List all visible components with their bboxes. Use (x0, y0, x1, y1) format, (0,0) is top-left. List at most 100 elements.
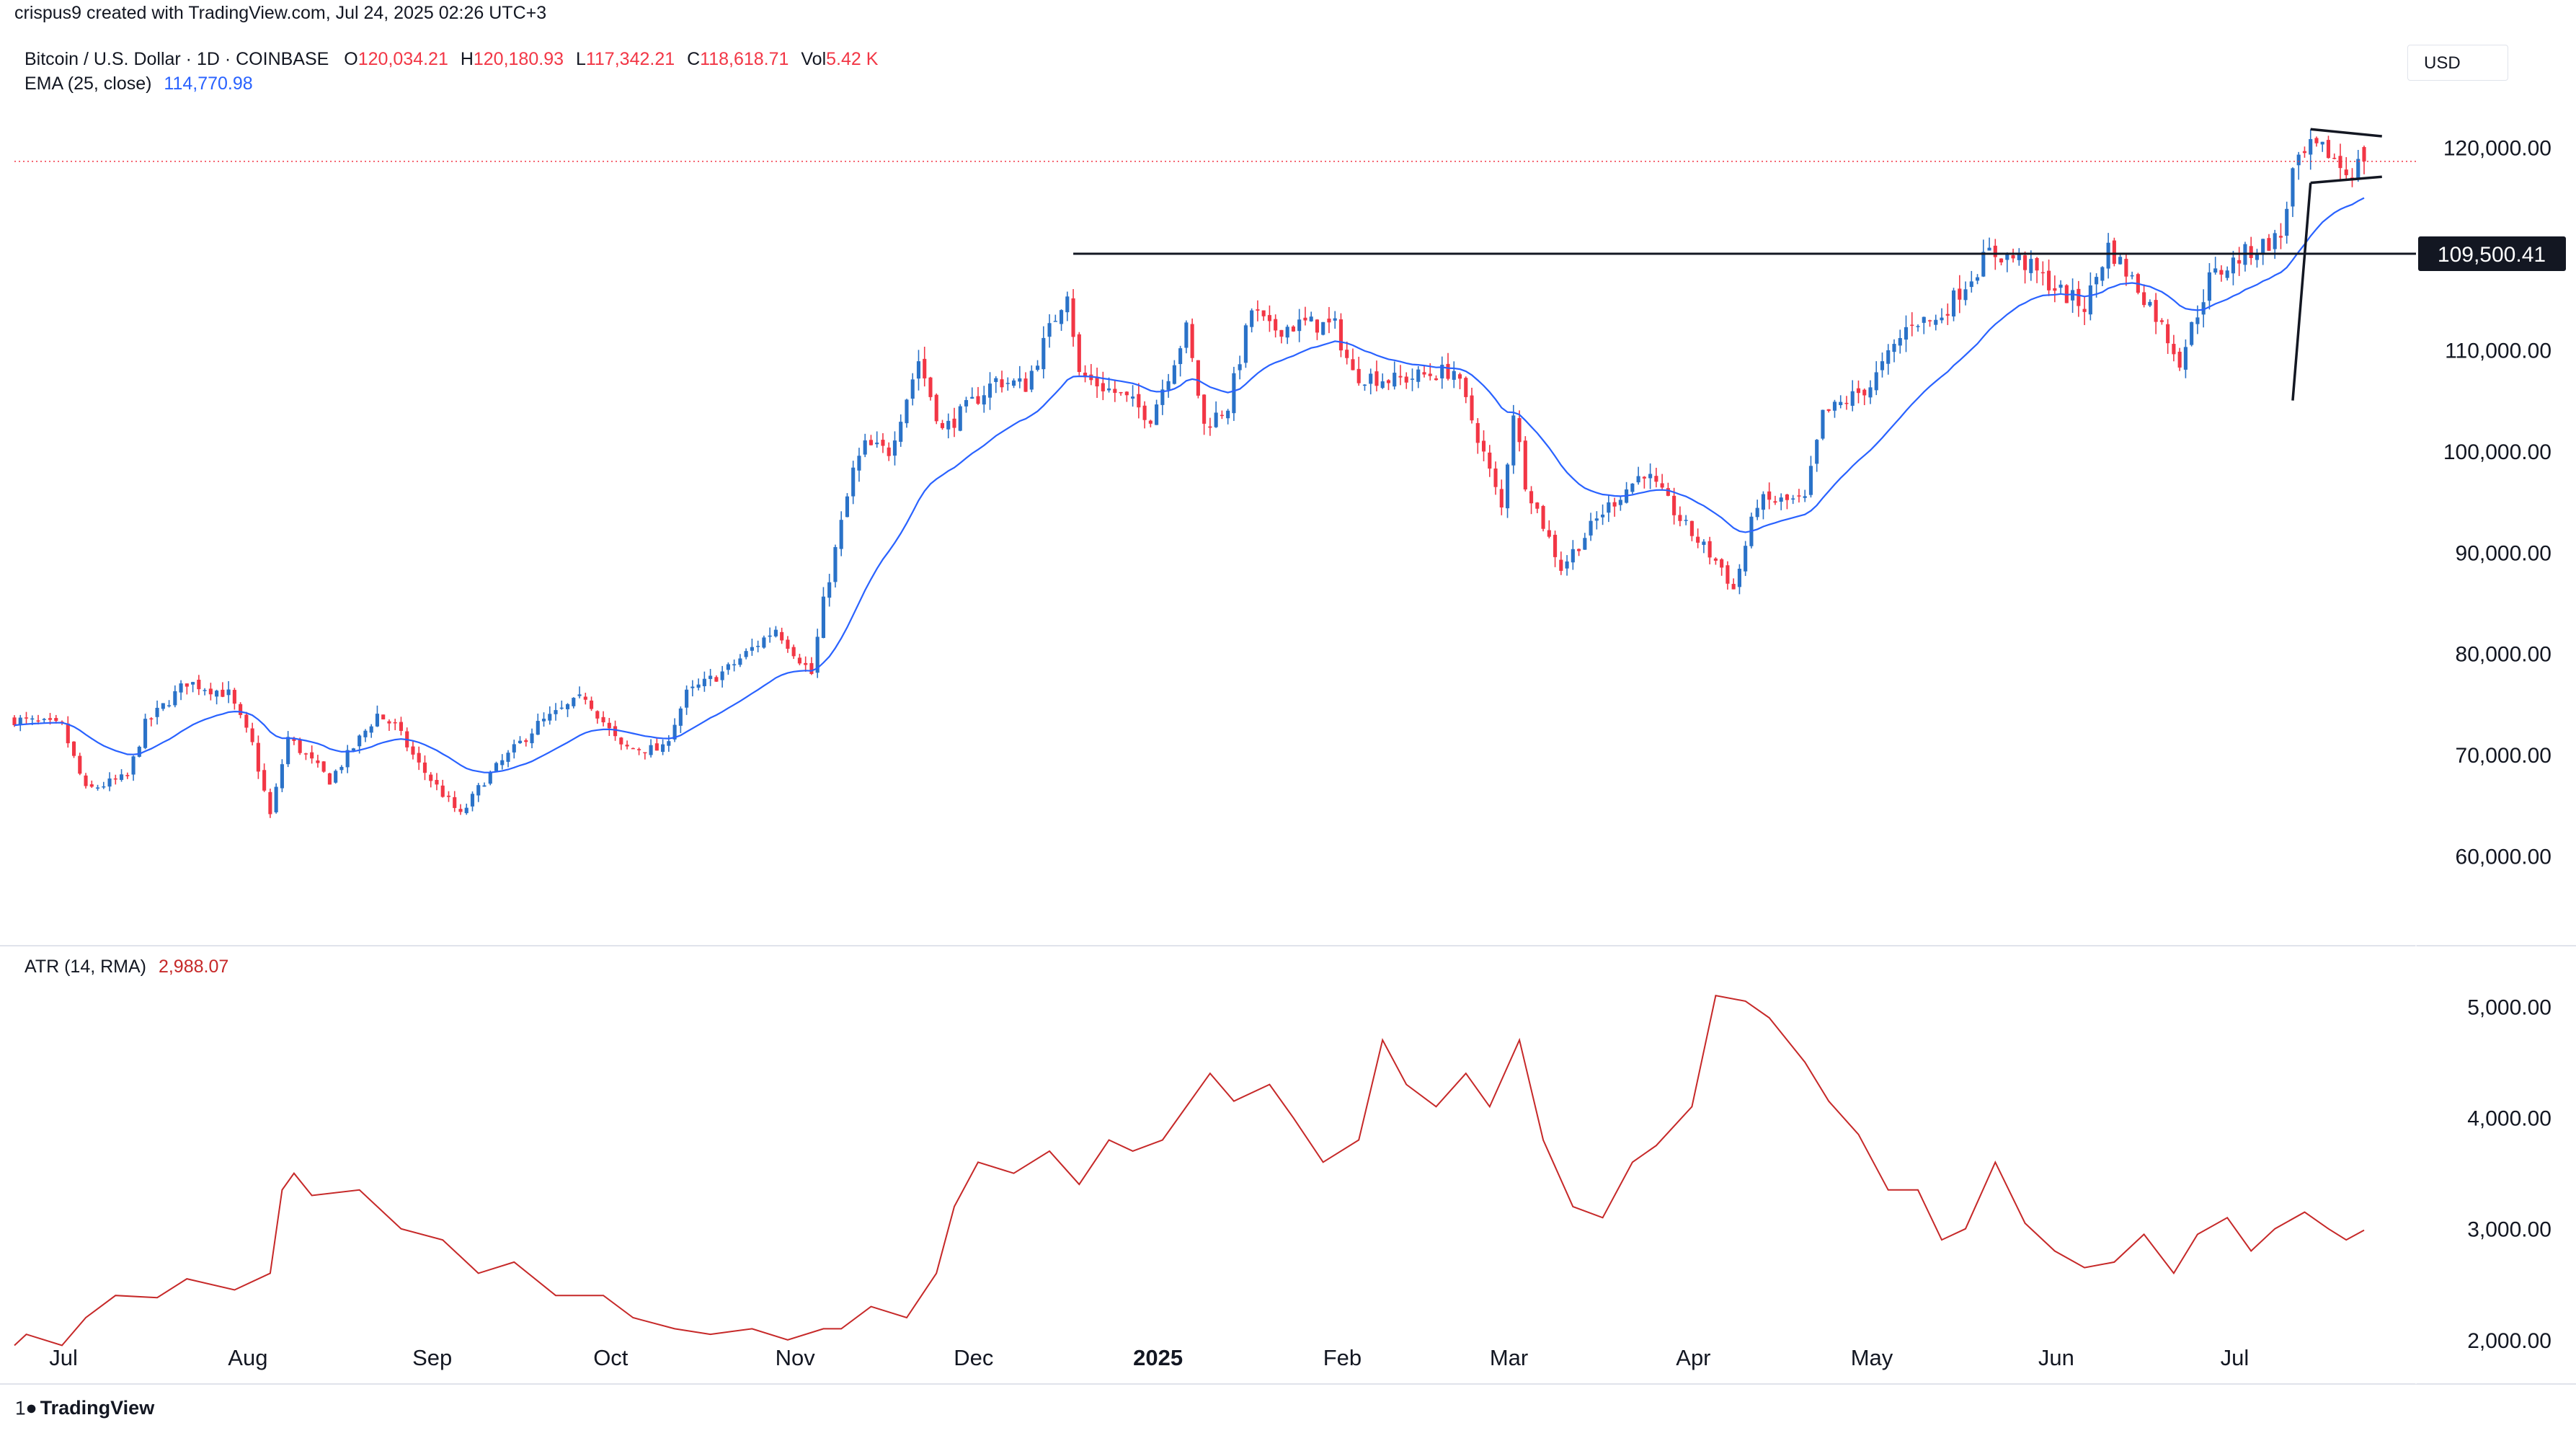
candle-body (678, 708, 683, 726)
candle-body (595, 711, 600, 719)
candle-body (321, 761, 326, 772)
candle-body (1398, 376, 1403, 378)
candle-body (1065, 296, 1070, 313)
candle-body (1261, 310, 1266, 316)
candle-body (524, 740, 528, 742)
candle-body (54, 718, 58, 722)
candle-body (1422, 372, 1426, 375)
candle-body (303, 753, 308, 755)
candle-body (1761, 494, 1765, 510)
candle-body (375, 714, 380, 727)
time-axis[interactable]: Jul Aug Sep Oct Nov Dec 2025 Feb Mar Apr May Jun Jul (49, 1345, 2249, 1370)
candle-body (476, 785, 481, 796)
time-tick-label: Dec (954, 1345, 993, 1370)
candle-body (1493, 468, 1498, 487)
time-tick-label: Mar (1490, 1345, 1528, 1370)
candle-body (987, 383, 992, 398)
atr-legend[interactable]: ATR (14, RMA) 2,988.07 (25, 957, 228, 977)
candle-body (1190, 324, 1194, 358)
candle-body (1874, 372, 1878, 391)
candle-body (161, 703, 165, 709)
atr-axis[interactable]: 5,000.00 4,000.00 3,000.00 2,000.00 (2467, 996, 2551, 1353)
atr-tick-label: 3,000.00 (2467, 1218, 2551, 1242)
atr-series (14, 995, 2365, 1347)
atr-label[interactable]: ATR (14, RMA) (25, 957, 146, 977)
symbol-name[interactable]: Bitcoin / U.S. Dollar · 1D · COINBASE (25, 49, 329, 69)
candle-body (1779, 497, 1783, 502)
candle-body (589, 700, 594, 709)
price-tick-label: 70,000.00 (2456, 744, 2551, 768)
candle-body (208, 688, 213, 695)
candle-body (1577, 549, 1581, 551)
candle-body (113, 778, 117, 780)
candle-body (1856, 388, 1861, 394)
candle-body (690, 686, 695, 688)
volume-label: Vol (801, 49, 827, 69)
ema-legend[interactable]: EMA (25, close) 114,770.98 (25, 74, 253, 94)
candle-body (2047, 270, 2051, 290)
candle-body (1410, 378, 1415, 380)
tradingview-brand[interactable]: 𝟷● TradingView (14, 1397, 154, 1420)
candle-body (71, 741, 76, 756)
candle-body (36, 720, 40, 722)
candle-body (1744, 546, 1748, 572)
candle-body (1660, 483, 1664, 488)
candle-body (1475, 422, 1480, 443)
time-tick-label: 2025 (1133, 1345, 1183, 1370)
candle-body (625, 745, 629, 747)
time-tick-label: Nov (776, 1345, 816, 1370)
currency-button[interactable]: USD (2407, 45, 2508, 81)
symbol-legend[interactable]: Bitcoin / U.S. Dollar · 1D · COINBASE O1… (25, 49, 878, 70)
candle-body (572, 698, 576, 706)
candle-body (422, 762, 427, 773)
time-tick-label: Sep (412, 1345, 452, 1370)
candle-body (1196, 360, 1200, 396)
candle-body (387, 721, 391, 724)
candle-body (1095, 376, 1099, 387)
candle-body (964, 400, 969, 407)
candle-body (661, 744, 665, 753)
candle-body (488, 771, 492, 784)
candle-body (2195, 317, 2200, 324)
candle-body (458, 809, 463, 812)
candle-body (1886, 350, 1891, 364)
candle-body (756, 645, 760, 647)
candle-body (1071, 298, 1075, 337)
candle-body (887, 447, 891, 456)
price-axis[interactable]: 120,000.00 110,000.00 100,000.00 90,000.00 8… (2443, 136, 2551, 869)
candle-body (2130, 275, 2134, 277)
candle-body (1880, 361, 1885, 371)
candle-body (1767, 491, 1772, 500)
candle-body (1327, 318, 1331, 323)
candle-body (821, 596, 825, 639)
candle-body (548, 714, 552, 721)
candle-body (928, 377, 933, 397)
pennant-drawing[interactable] (2291, 128, 2382, 401)
price-tick-label: 120,000.00 (2443, 136, 2551, 160)
candle-body (2314, 138, 2319, 143)
candle-body (1101, 383, 1105, 391)
resistance-line[interactable]: 109,500.41 (1073, 236, 2566, 271)
candle-body (1999, 258, 2004, 263)
candle-body (934, 394, 938, 422)
candle-body (958, 406, 962, 431)
candle-body (1386, 380, 1391, 383)
candle-body (203, 690, 207, 691)
candle-body (1279, 329, 1284, 337)
candle-body (2278, 236, 2283, 238)
candle-body (1601, 514, 1605, 518)
candle-body (554, 710, 558, 714)
candle-body (2106, 242, 2110, 269)
candle-body (857, 456, 861, 471)
candle-body (797, 657, 801, 664)
candle-body (1220, 414, 1224, 417)
candle-body (2219, 270, 2224, 275)
candle-body (155, 707, 159, 717)
candle-body (310, 752, 314, 759)
candle-body (1434, 378, 1439, 381)
candle-body (1428, 373, 1432, 376)
ema-label[interactable]: EMA (25, close) (25, 74, 152, 94)
candle-body (1035, 365, 1040, 371)
candle-body (1969, 281, 1973, 288)
